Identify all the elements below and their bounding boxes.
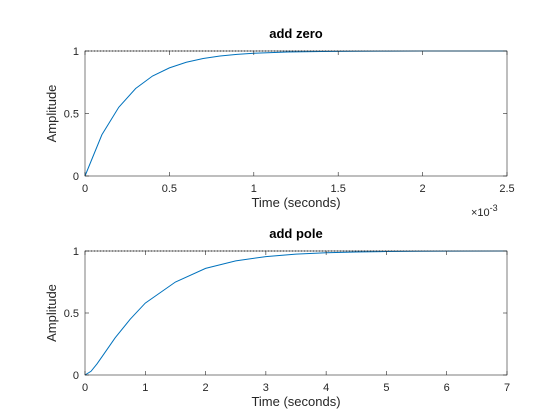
y-tick-label: 0.5: [64, 109, 79, 121]
subplot-1: 0 0.5 1 1.5 2 2.5 0 0.5 1 add zero Time (seconds) A…: [44, 26, 515, 219]
plot-area: [85, 251, 507, 375]
y-axis-label: Amplitude: [44, 284, 59, 342]
x-tick-label: 2: [203, 382, 209, 394]
x-tick-label: 5: [383, 382, 389, 394]
y-tick-label: 0: [73, 171, 79, 183]
plot-area: [85, 51, 507, 176]
x-tick-label: 0.5: [162, 183, 177, 195]
x-tick-label: 2: [420, 183, 426, 195]
x-exponent-base: ×10: [471, 207, 490, 219]
x-tick-label: 7: [504, 382, 510, 394]
x-axis-label: Time (seconds): [251, 394, 340, 409]
x-tick-label: 1: [251, 183, 257, 195]
x-tick-label: 1.5: [331, 183, 346, 195]
x-tick-label: 0: [82, 382, 88, 394]
y-tick-label: 0.5: [64, 308, 79, 320]
x-exponent-label: ×10-3: [471, 203, 498, 219]
x-tick-label: 4: [323, 382, 329, 394]
subplot-2: 0 1 2 3 4 5 6 7 0 0.5 1 add pole Time (seconds) Ampli…: [44, 226, 510, 409]
y-tick-label: 0: [73, 370, 79, 382]
x-tick-label: 2.5: [499, 183, 514, 195]
x-axis-label: Time (seconds): [251, 195, 340, 210]
x-tick-label: 1: [142, 382, 148, 394]
x-tick-label: 0: [82, 183, 88, 195]
y-tick-label: 1: [73, 46, 79, 58]
y-axis-label: Amplitude: [44, 85, 59, 143]
series-line-1: [84, 250, 508, 376]
x-tick-label: 6: [444, 382, 450, 394]
x-exponent-power: -3: [490, 203, 498, 213]
chart-title: add zero: [269, 26, 323, 41]
chart-title: add pole: [269, 226, 322, 241]
x-tick-label: 3: [263, 382, 269, 394]
y-tick-label: 1: [73, 246, 79, 258]
